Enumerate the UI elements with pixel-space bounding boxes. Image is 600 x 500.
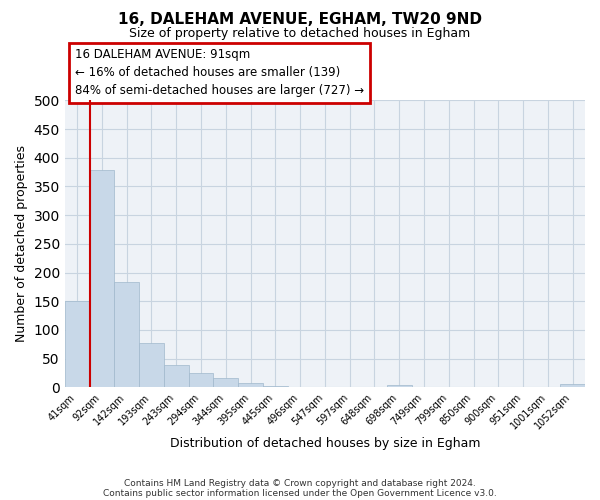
Bar — [263, 386, 288, 388]
Bar — [139, 342, 164, 388]
Text: 16, DALEHAM AVENUE, EGHAM, TW20 9ND: 16, DALEHAM AVENUE, EGHAM, TW20 9ND — [118, 12, 482, 28]
Bar — [115, 282, 139, 388]
Bar — [214, 378, 238, 388]
Text: 16 DALEHAM AVENUE: 91sqm
← 16% of detached houses are smaller (139)
84% of semi-: 16 DALEHAM AVENUE: 91sqm ← 16% of detach… — [75, 48, 364, 98]
Bar — [89, 170, 115, 388]
Bar — [560, 384, 585, 388]
Text: Contains HM Land Registry data © Crown copyright and database right 2024.: Contains HM Land Registry data © Crown c… — [124, 478, 476, 488]
Bar — [164, 365, 188, 388]
Bar — [387, 385, 412, 388]
Text: Contains public sector information licensed under the Open Government Licence v3: Contains public sector information licen… — [103, 488, 497, 498]
Text: Size of property relative to detached houses in Egham: Size of property relative to detached ho… — [130, 28, 470, 40]
Y-axis label: Number of detached properties: Number of detached properties — [15, 146, 28, 342]
X-axis label: Distribution of detached houses by size in Egham: Distribution of detached houses by size … — [170, 437, 480, 450]
Bar — [65, 301, 89, 388]
Bar — [238, 384, 263, 388]
Bar — [188, 373, 214, 388]
